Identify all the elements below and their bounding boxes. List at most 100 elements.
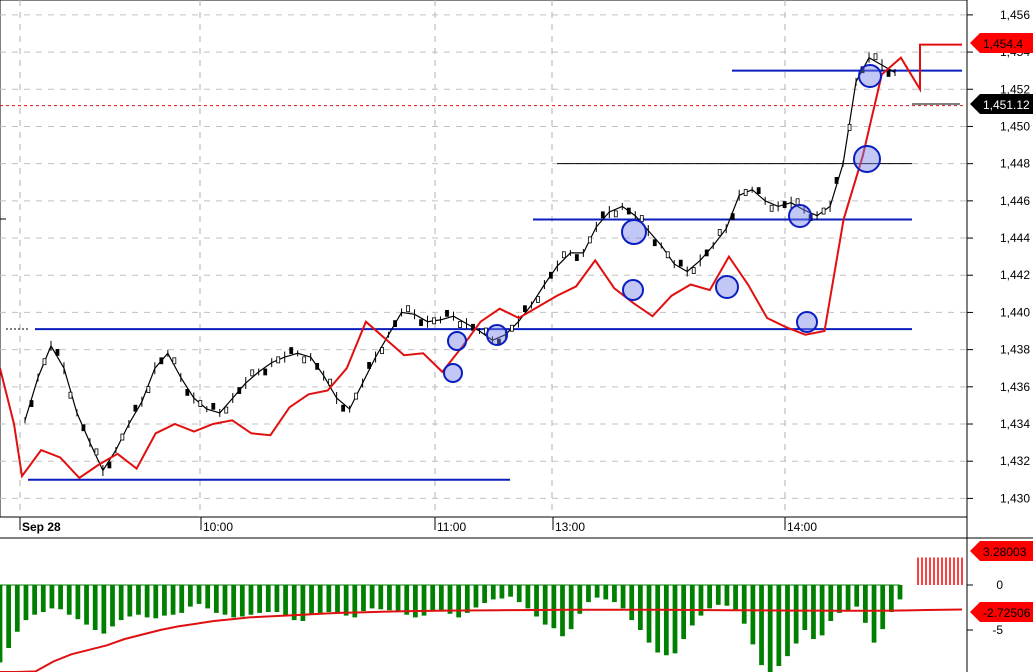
red-line-series [0,43,962,480]
marker-circle [853,145,881,173]
indicator-upper-badge: 3.28003 [970,541,1033,561]
price-candle [717,229,722,236]
marker-circle [622,279,644,301]
price-series [24,52,896,477]
x-tick-label: 14:00 [787,520,817,534]
price-candle [367,362,372,369]
price-candle [211,402,216,410]
price-candle [587,236,592,244]
price-candle [224,406,229,414]
panel-border-top [0,0,968,518]
marker-circle [788,204,812,228]
price-candle [250,369,255,377]
price-candle [665,251,670,259]
price-candle [198,400,203,407]
marker-circle [621,219,647,245]
price-candle [55,349,60,356]
indicator-lower-label: -2.72506 [983,606,1031,620]
y-tick-label: 1,430 [1000,491,1030,505]
y-tick-label: 1,434 [1000,417,1030,431]
price-candle [821,207,826,215]
price-candle [120,433,125,441]
level-lines [0,69,962,481]
signal-line [0,608,963,672]
price-candle [536,296,540,303]
price-candle [406,305,410,313]
indicator-lower-badge: -2.72506 [970,602,1033,622]
price-candle [185,388,190,396]
price-candle [419,319,423,327]
price-candle [471,323,475,331]
price-candle [561,251,566,259]
grid-lines [0,0,966,517]
marker-circle [796,311,818,333]
price-candle [42,358,47,366]
ref-price-badge: 1,451.12 [970,94,1033,114]
y-tick-label: 1,456 [1000,8,1030,22]
price-candle [523,305,527,313]
indicator-histogram [0,557,963,672]
price-candle [691,267,696,274]
price-candle [81,424,86,432]
y-tick-label: 1,440 [1000,305,1030,319]
y-tick-label: 1,450 [1000,119,1030,133]
price-candle [94,448,99,456]
price-candle [652,239,657,247]
price-candle [548,271,553,279]
price-candle [834,176,839,184]
price-candle [510,324,514,332]
price-candle [873,53,878,61]
red-line [0,43,962,480]
price-candle [445,309,449,317]
price-candle [678,259,683,267]
price-candle [29,400,34,407]
price-candle [600,211,605,219]
indicator-signal-line [0,608,963,672]
price-candle [107,461,112,469]
price-candle [289,347,294,354]
price-candle [613,210,618,218]
price-candle [341,404,346,412]
price-candle [769,204,774,212]
x-tick-label: Sep 28 [22,520,61,534]
price-candle [743,189,748,196]
x-tick-label: 10:00 [203,520,233,534]
price-candle [432,317,436,325]
price-candle [704,249,709,257]
marker-circle [486,324,508,346]
x-tick-label: 13:00 [555,520,585,534]
y-axis: 1,4561,4541,4521,4501,4481,4461,4441,442… [967,8,1030,505]
price-candle [315,362,320,370]
price-candle [574,254,579,261]
y-tick-label: 1,442 [1000,268,1030,282]
price-candle [237,387,242,394]
price-candle [354,392,359,400]
price-line [24,56,896,472]
x-axis: Sep 28 10:00 11:00 13:00 14:00 [19,517,817,534]
price-candle [172,357,177,365]
marker-circle [858,64,882,88]
y-tick-label: 1,448 [1000,157,1030,171]
x-tick-label: 11:00 [437,520,466,534]
price-candle [159,357,164,365]
price-candle [639,215,644,222]
marker-circle [715,275,739,299]
price-candle [302,356,307,364]
current-price-label: 1,454.4 [983,37,1023,51]
y-tick-label: 1,438 [1000,343,1030,357]
indicator-axis: 0 -5 [967,578,1003,637]
price-candle [276,356,281,364]
y-tick-label: 1,432 [1000,454,1030,468]
marker-circles [443,64,882,383]
price-candle [393,320,397,327]
marker-circle [443,363,463,383]
y-tick-label: 1,452 [1000,82,1030,96]
price-candle [328,378,333,386]
price-candle [133,404,138,412]
price-candle [68,391,73,399]
indicator-tick-label: -5 [992,623,1003,637]
price-candle [730,213,735,221]
indicator-tick-label: 0 [996,578,1003,592]
current-price-badge: 1,454.4 [970,33,1033,53]
